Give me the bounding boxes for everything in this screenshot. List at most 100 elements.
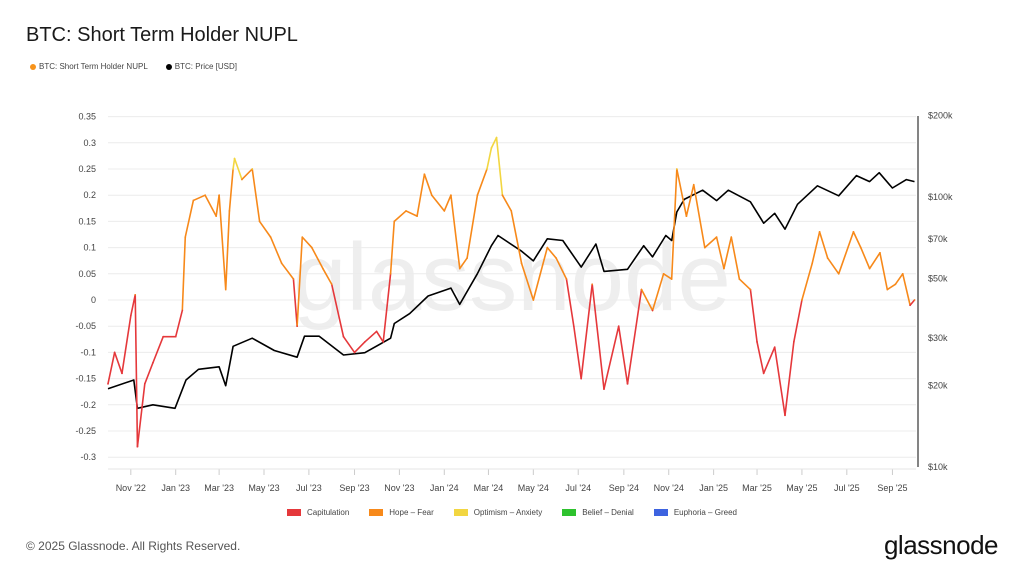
nupl-point — [181, 309, 184, 312]
legend-label: BTC: Short Term Holder NUPL — [39, 62, 148, 71]
nupl-point — [192, 199, 195, 202]
nupl-segment — [640, 288, 654, 312]
nupl-segment — [296, 236, 304, 328]
nupl-segment — [793, 299, 803, 343]
glassnode-logo: glassnode — [883, 530, 999, 560]
nupl-segment — [886, 283, 897, 291]
nupl-segment — [762, 346, 776, 375]
nupl-point — [532, 299, 535, 301]
nupl-segment — [184, 199, 195, 238]
nupl-segment — [565, 278, 575, 328]
nupl-point — [626, 383, 629, 385]
legend-item-nupl[interactable]: BTC: Short Term Holder NUPL — [30, 62, 148, 71]
nupl-segment — [181, 236, 187, 312]
nupl-segment — [353, 341, 366, 354]
x-tick-label: Jul '24 — [565, 483, 591, 493]
nupl-segment — [801, 262, 814, 301]
x-tick-label: May '23 — [248, 483, 279, 493]
red-swatch-icon — [287, 509, 302, 517]
nupl-segment — [670, 168, 678, 280]
nupl-segment — [301, 236, 313, 249]
y-left-tick-label: -0.3 — [80, 452, 96, 462]
nupl-segment — [756, 341, 765, 375]
x-tick-label: Nov '23 — [384, 483, 414, 493]
nupl-point — [393, 220, 396, 223]
nupl-point — [501, 194, 504, 196]
nupl-segment — [773, 346, 786, 417]
nupl-segment — [811, 231, 821, 265]
nupl-point — [184, 236, 187, 238]
nupl-segment — [134, 293, 139, 448]
nupl-segment — [269, 236, 283, 265]
zone-legend-optimism-anxiety[interactable]: Optimism – Anxiety — [453, 508, 542, 517]
nupl-point — [495, 136, 498, 139]
nupl-point — [228, 210, 231, 212]
nupl-segment — [232, 157, 236, 170]
zone-legend-capitulation[interactable]: Capitulation — [287, 508, 349, 517]
nupl-segment — [121, 314, 132, 375]
nupl-point — [685, 215, 688, 217]
nupl-segment — [626, 288, 643, 385]
nupl-segment — [603, 325, 620, 390]
chart-title: BTC: Short Term Holder NUPL — [26, 24, 298, 46]
nupl-point — [152, 362, 154, 364]
nupl-segment — [136, 383, 146, 448]
nupl-point — [458, 267, 461, 270]
legend-label: Euphoria – Greed — [673, 508, 737, 517]
nupl-segment — [450, 194, 461, 270]
nupl-segment — [909, 299, 916, 307]
nupl-point — [826, 257, 829, 259]
nupl-point — [490, 147, 493, 149]
green-swatch-icon — [562, 509, 577, 517]
nupl-segment — [546, 246, 557, 259]
y-right-tick-label: $10k — [928, 462, 948, 472]
nupl-point — [233, 157, 236, 160]
x-tick-label: Nov '22 — [116, 483, 146, 493]
nupl-point — [573, 325, 575, 328]
nupl-segment — [818, 231, 829, 259]
y-right-tick-label: $50k — [928, 273, 948, 283]
nupl-point — [269, 236, 272, 238]
nupl-point — [738, 278, 741, 280]
nupl-segment — [692, 183, 706, 249]
nupl-point — [113, 351, 116, 354]
zone-legend-euphoria-greed[interactable]: Euphoria – Greed — [653, 508, 737, 517]
nupl-point — [852, 231, 855, 233]
nupl-segment — [364, 330, 378, 343]
black-dot-icon — [165, 63, 172, 70]
nupl-segment — [486, 147, 493, 170]
nupl-point — [330, 283, 333, 286]
nupl-point — [749, 288, 752, 291]
nupl-segment — [723, 236, 733, 270]
nupl-segment — [573, 325, 582, 380]
nupl-segment — [662, 272, 673, 280]
nupl-point — [416, 215, 418, 217]
nupl-segment — [532, 246, 549, 301]
nupl-segment — [330, 283, 345, 338]
y-left-tick-label: -0.1 — [80, 347, 96, 357]
nupl-segment — [204, 194, 217, 217]
zone-legend-belief-denial[interactable]: Belief – Denial — [562, 508, 634, 517]
price-line — [107, 171, 915, 410]
nupl-point — [405, 210, 407, 212]
nupl-point — [670, 278, 673, 280]
nupl-point — [204, 194, 206, 196]
y-left-tick-label: 0.3 — [83, 138, 96, 148]
nupl-point — [389, 273, 392, 275]
orange-swatch-icon — [369, 509, 384, 517]
nupl-point — [692, 183, 695, 186]
legend-item-price[interactable]: BTC: Price [USD] — [165, 62, 237, 71]
nupl-point — [715, 236, 718, 238]
legend-label: Capitulation — [307, 508, 350, 517]
nupl-point — [894, 283, 897, 286]
nupl-segment — [749, 288, 758, 343]
nupl-segment — [510, 210, 523, 265]
y-left-tick-label: 0.35 — [78, 112, 96, 122]
nupl-point — [215, 215, 217, 217]
nupl-point — [651, 309, 654, 312]
y-left-tick-label: -0.05 — [75, 321, 96, 331]
y-right-tick-label: $70k — [928, 234, 948, 244]
nupl-segment — [322, 267, 333, 286]
nupl-point — [773, 346, 776, 348]
zone-legend-hope-fear[interactable]: Hope – Fear — [369, 508, 434, 517]
